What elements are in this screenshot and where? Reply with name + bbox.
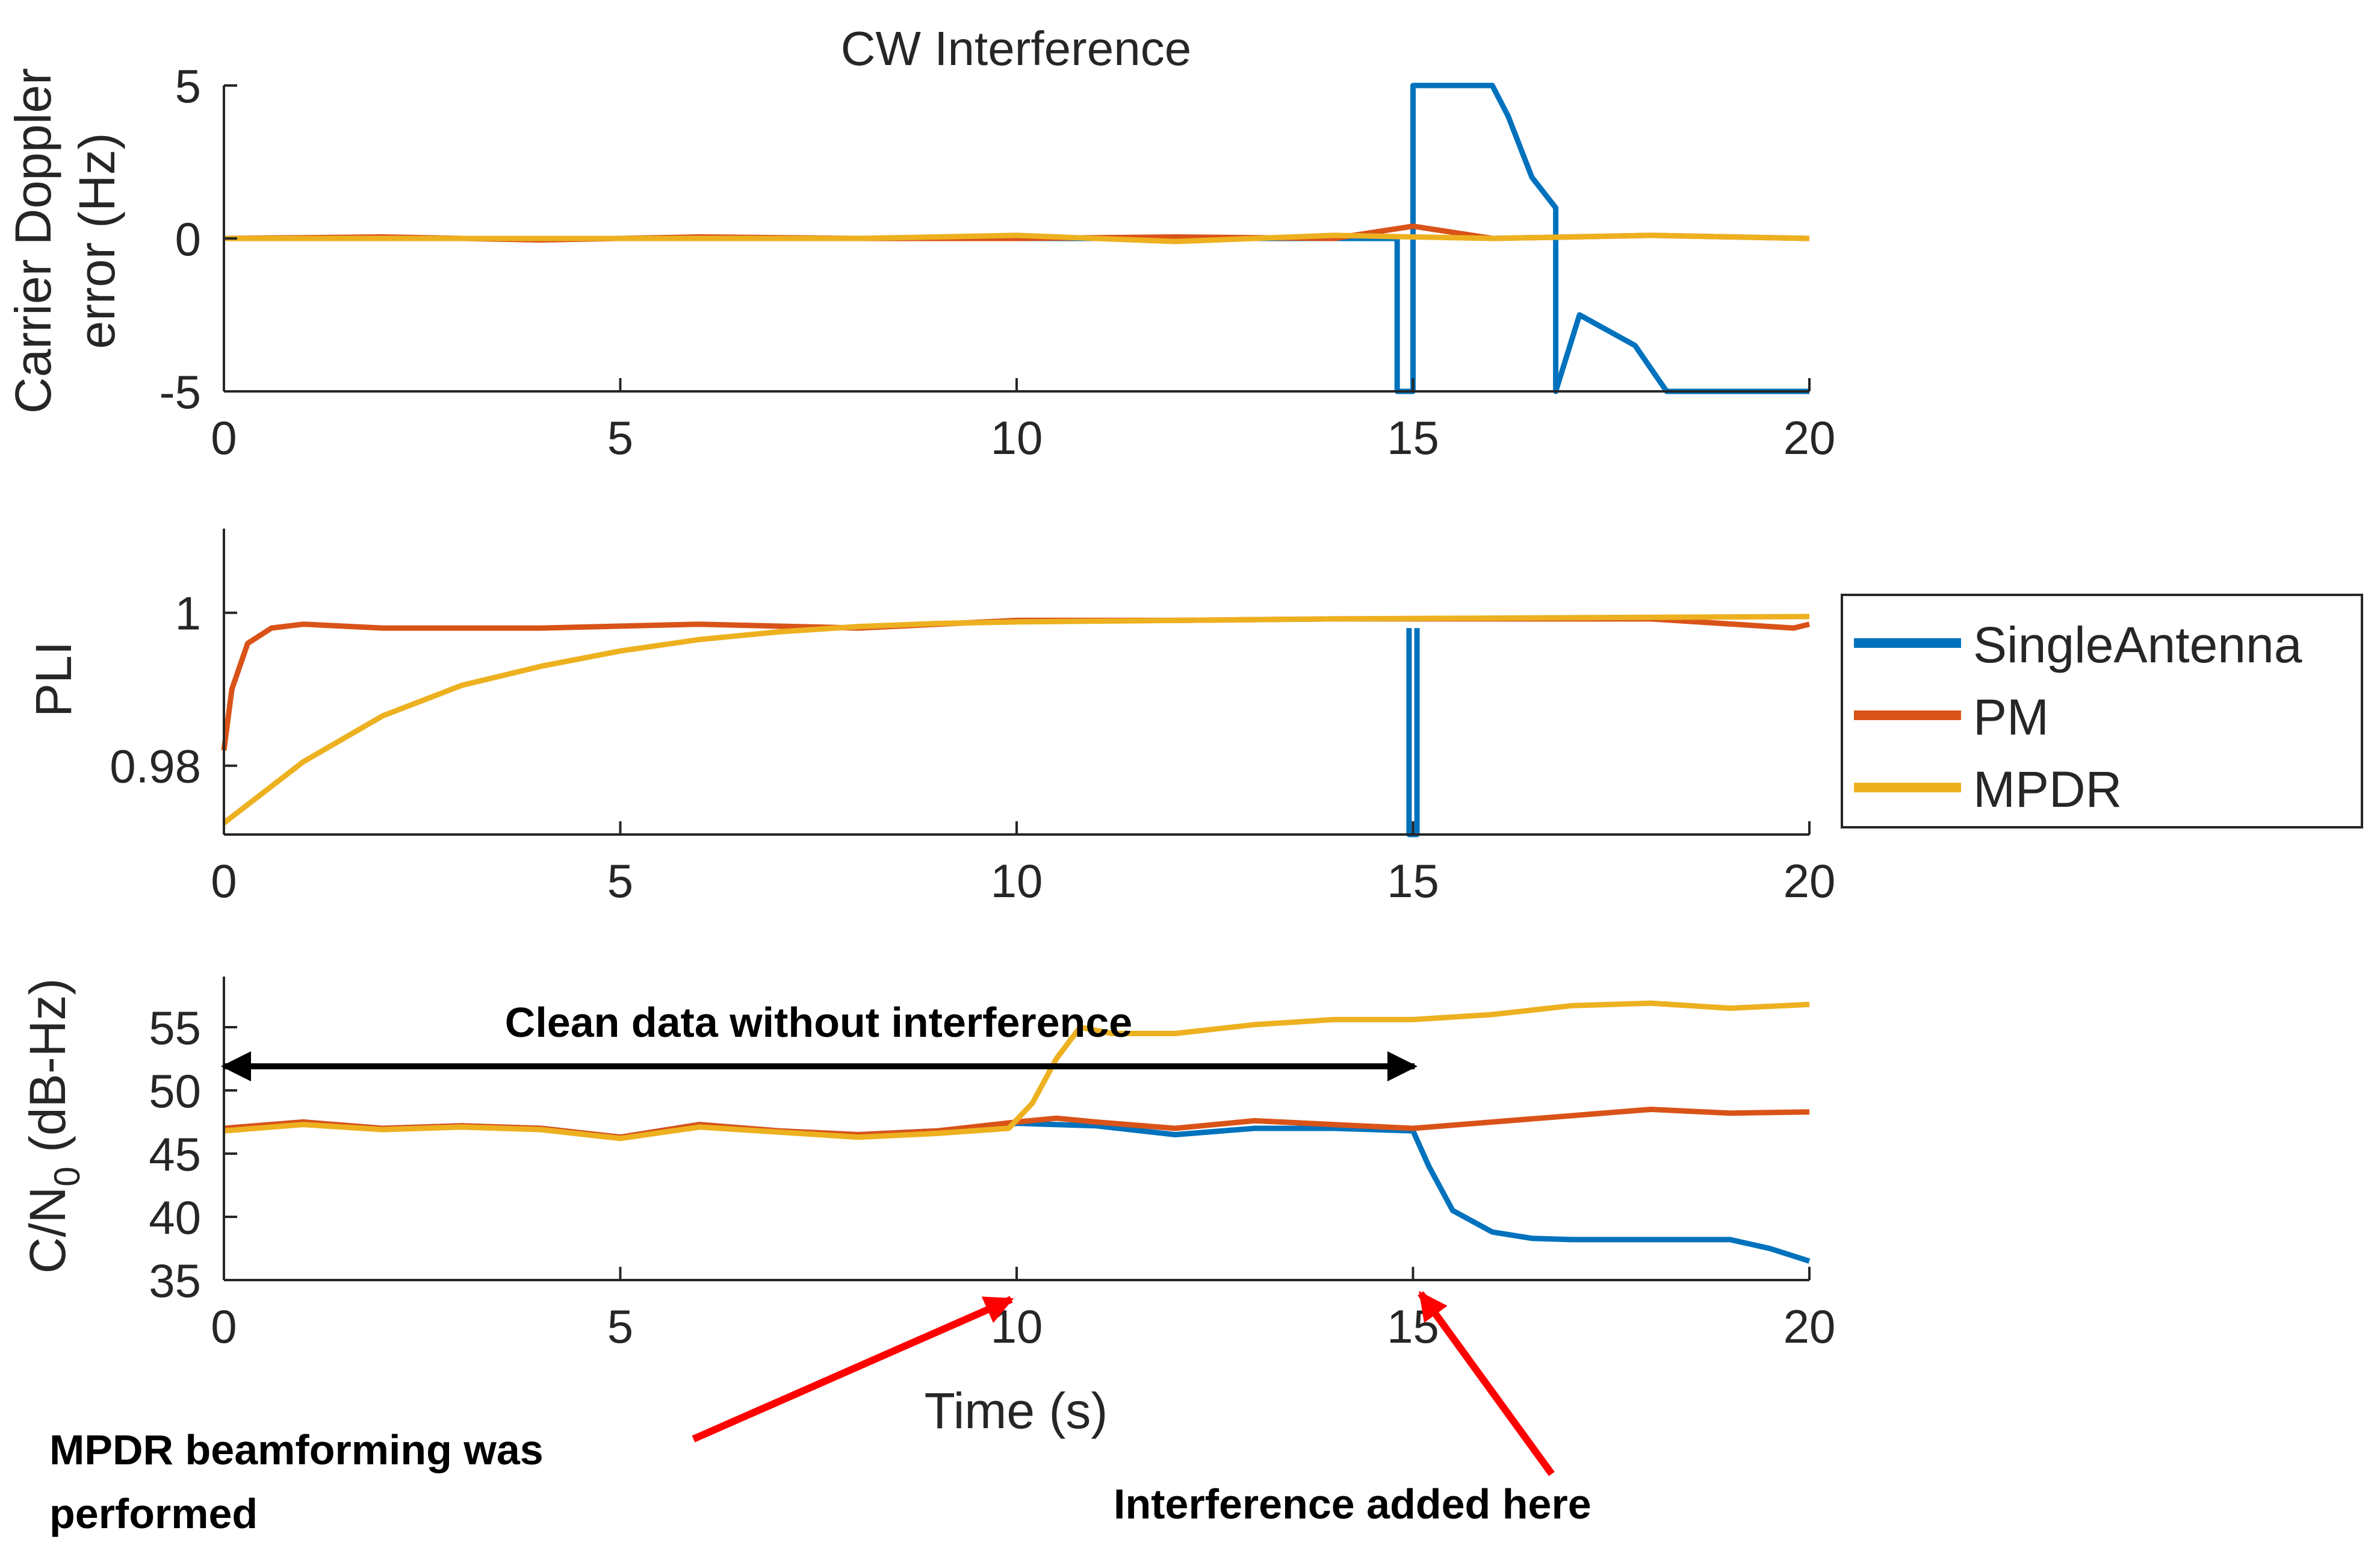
cn0-series-singleantenna [223,1119,1811,1264]
cn0-xtick-label-20: 20 [1783,1300,1836,1353]
mpdr-red-arrow [692,1296,1014,1443]
cn0-ylabel-rest: (dB-Hz) [19,978,76,1167]
doppler-ytick-label-0: 0 [175,213,201,266]
interference-red-arrow [1418,1291,1555,1476]
legend: SingleAntenna PM MPDR [1841,594,2363,828]
pli-ylabel: PLI [25,641,82,717]
pli-panel: 0 5 10 15 20 0.98 1 PLI [25,529,1835,907]
cn0-xlabel: Time (s) [925,1382,1108,1439]
clean-data-label: Clean data without interference [505,999,1132,1046]
legend-label-singleantenna: SingleAntenna [1973,617,2302,673]
cn0-ylabel-sub: 0 [47,1166,87,1186]
doppler-xtick-label-15: 15 [1387,411,1439,464]
doppler-xtick-label-20: 20 [1783,411,1836,464]
cn0-ytick-label-35: 35 [149,1254,201,1307]
doppler-series-mpdr [224,232,1810,244]
mpdr-label-line2: performed [49,1490,258,1537]
pli-series-singleantenna [1406,628,1420,838]
cn0-ylabel-main: C/N [19,1187,76,1274]
pli-series-layer [221,614,1811,838]
pli-ytick-label-1: 1 [175,587,201,640]
doppler-xtick-label-5: 5 [607,411,633,464]
mpdr-label-line1: MPDR beamforming was [49,1426,544,1473]
doppler-error-panel: CW Interference 0 5 10 15 20-505 Carrier Dop… [5,22,1835,464]
legend-label-pm: PM [1973,689,2049,745]
doppler-xtick-label-0: 0 [211,411,237,464]
doppler-ylabel-line2: error (Hz) [69,132,125,349]
cn0-ytick-label-50: 50 [149,1065,201,1117]
interference-label: Interference added here [1114,1481,1591,1528]
pli-xtick-label-20: 20 [1783,854,1836,907]
legend-label-mpdr: MPDR [1973,761,2122,818]
pli-series-mpdr [222,614,1810,825]
doppler-axis: 0 5 10 15 20-505 [160,60,1836,464]
doppler-series-layer [223,82,1810,394]
doppler-ylabel-line1: Carrier Doppler [5,68,61,414]
pli-ytick-label-0-98: 0.98 [110,740,201,793]
cn0-xtick-label-5: 5 [607,1300,633,1353]
pli-xtick-label-5: 5 [607,854,633,907]
chart-title: CW Interference [841,22,1191,75]
pli-axis: 0 5 10 15 20 0.98 1 [110,529,1835,907]
doppler-xtick-label-10: 10 [991,411,1043,464]
cn0-ytick-label-40: 40 [149,1191,201,1244]
cn0-ylabel: C/N0 (dB-Hz) [19,978,87,1274]
pli-xtick-label-10: 10 [991,854,1043,907]
cn0-ytick-label-45: 45 [149,1128,201,1181]
pli-xtick-label-0: 0 [211,854,237,907]
cn0-xtick-label-0: 0 [211,1300,237,1353]
doppler-ytick-label--5: -5 [160,365,201,418]
doppler-ytick-label-5: 5 [175,60,201,113]
cn0-ytick-label-55: 55 [149,1001,201,1054]
pli-xtick-label-15: 15 [1387,854,1439,907]
